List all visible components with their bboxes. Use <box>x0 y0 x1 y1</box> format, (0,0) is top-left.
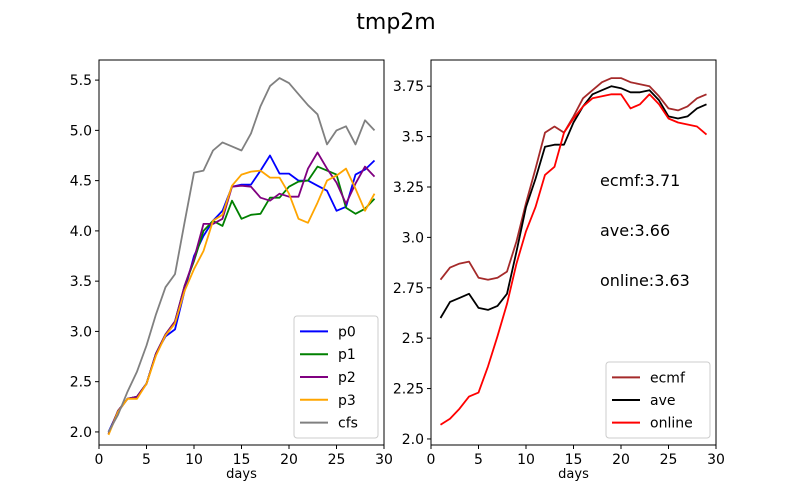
left-y-tick-label: 3.0 <box>70 324 92 340</box>
legend-label-p2: p2 <box>338 370 356 386</box>
right-x-tick-label: 10 <box>517 452 535 468</box>
legend-label-p0: p0 <box>338 324 356 340</box>
left-legend: p0 p1 p2 p3 cfs <box>293 315 379 439</box>
right-x-tick-label: 15 <box>565 452 583 468</box>
right-y-tick-label: 2.75 <box>393 281 424 297</box>
legend-label-cfs: cfs <box>338 416 358 432</box>
series-line-ave <box>439 85 707 319</box>
left-y-tick-label: 5.5 <box>70 73 92 89</box>
right-y-tick-label: 2.5 <box>402 331 424 347</box>
legend-label-online: online <box>650 416 693 432</box>
series-line-p3 <box>107 167 376 436</box>
legend-label-ecmf: ecmf <box>650 370 686 386</box>
legend-label-ave: ave <box>650 393 675 409</box>
left-y-tick-label: 5.0 <box>70 123 92 139</box>
left-y-tick-label: 2.5 <box>70 375 92 391</box>
annotation-ecmf: ecmf:3.71 <box>600 171 680 190</box>
right-x-tick-label: 5 <box>474 452 483 468</box>
right-legend: ecmf ave online <box>605 361 711 439</box>
left-x-tick-label: 25 <box>328 452 346 468</box>
right-y-tick-label: 3.0 <box>402 230 424 246</box>
right-y-tick-label: 3.25 <box>393 180 424 196</box>
left-x-tick-label: 5 <box>142 452 151 468</box>
left-y-tick-label: 4.0 <box>70 224 92 240</box>
series-line-online <box>440 93 708 426</box>
right-x-tick-label: 20 <box>612 452 630 468</box>
left-y-tick-label: 3.5 <box>70 274 92 290</box>
right-x-axis-label: days <box>558 467 589 482</box>
right-y-tick-label: 2.25 <box>393 382 424 398</box>
annotation-online: online:3.63 <box>600 271 690 290</box>
figure-title: tmp2m <box>356 10 435 35</box>
left-x-tick-label: 20 <box>280 452 298 468</box>
left-x-tick-label: 15 <box>233 452 251 468</box>
series-line-cfs <box>107 77 376 433</box>
left-x-axis-label: days <box>226 467 257 482</box>
legend-box <box>605 361 711 439</box>
left-y-tick-label: 2.0 <box>70 425 92 441</box>
right-y-tick-label: 3.5 <box>402 130 424 146</box>
left-x-tick-label: 10 <box>185 452 203 468</box>
left-x-tick-label: 0 <box>95 452 104 468</box>
series-line-ecmf <box>439 77 707 281</box>
left-x-tick-label: 30 <box>375 452 393 468</box>
right-x-tick-label: 30 <box>707 452 725 468</box>
left-chart-panel: 0 5 10 15 20 25 30 2.0 2.5 3.0 3.5 4.0 4.5 5.0 5.5 days… <box>70 59 393 482</box>
annotation-ave: ave:3.66 <box>600 221 670 240</box>
right-x-tick-label: 25 <box>660 452 678 468</box>
right-y-tick-label: 2.0 <box>402 432 424 448</box>
right-x-tick-label: 0 <box>427 452 436 468</box>
legend-label-p3: p3 <box>338 393 356 409</box>
right-chart-panel: 0 5 10 15 20 25 30 2.0 2.25 2.5 2.75 3.0 3.25 3.5 3.75… <box>393 59 725 482</box>
legend-box <box>293 315 379 439</box>
right-y-tick-label: 3.75 <box>393 79 424 95</box>
left-y-tick-label: 4.5 <box>70 174 92 190</box>
legend-label-p1: p1 <box>338 347 356 363</box>
